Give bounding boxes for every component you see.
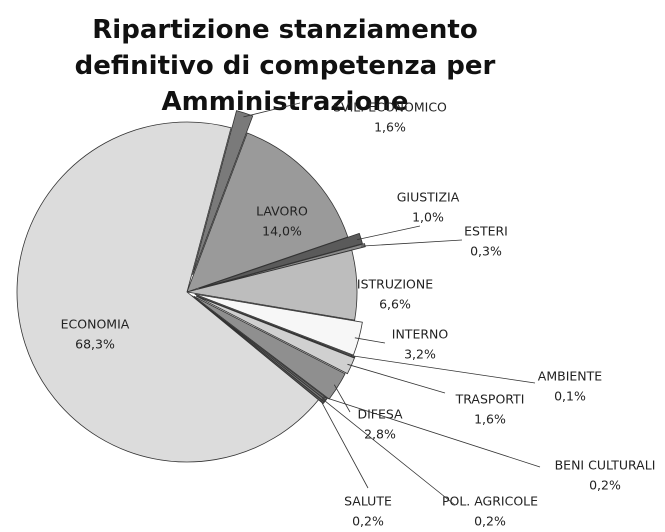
leader-line	[347, 363, 446, 394]
pie-slice	[192, 110, 254, 276]
slice-value-label: 0,2%	[352, 514, 384, 529]
pie-slice	[16, 121, 319, 463]
slice-label: TRASPORTI	[455, 392, 525, 407]
slice-label: POL. AGRICOLE	[442, 494, 538, 509]
leader-line	[323, 396, 541, 468]
chart-title: Ripartizione stanziamento definitivo di …	[74, 15, 496, 117]
slice-label: LAVORO	[256, 204, 308, 219]
pie-slice	[200, 243, 366, 289]
pie-slice	[186, 249, 358, 321]
leader-line	[321, 398, 456, 506]
leader-line	[357, 225, 421, 241]
leader-line	[351, 355, 536, 384]
leader-line	[333, 384, 351, 413]
slice-label: INTERNO	[392, 327, 449, 342]
slice-label: SALUTE	[344, 494, 392, 509]
slice-label: ESTERI	[464, 224, 508, 239]
slice-value-label: 1,6%	[474, 412, 506, 427]
slice-label: ISTRUZIONE	[357, 277, 433, 292]
pie-slice	[186, 132, 349, 293]
slice-value-label: 0,2%	[589, 478, 621, 493]
slice-value-label: 14,0%	[262, 224, 302, 239]
slice-value-label: 2,8%	[364, 427, 396, 442]
slice-value-label: 68,3%	[75, 337, 115, 352]
slice-value-label: 6,6%	[379, 297, 411, 312]
pie-slice	[195, 295, 355, 375]
slice-label: GIUSTIZIA	[397, 190, 460, 205]
slice-value-label: 1,0%	[412, 210, 444, 225]
leader-line	[320, 400, 369, 489]
leader-line	[354, 337, 386, 344]
slice-value-label: 0,2%	[474, 514, 506, 529]
leader-line	[243, 102, 301, 118]
slice-label: ECONOMIA	[61, 317, 130, 332]
slice-label: AMBIENTE	[538, 369, 602, 384]
slice-label: DIFESA	[357, 407, 403, 422]
slice-value-label: 1,6%	[374, 120, 406, 135]
slice-label: BENI CULTURALI	[555, 458, 656, 473]
slice-label: SVIL. ECONOMICO	[333, 100, 447, 115]
leader-line	[361, 239, 463, 247]
slice-value-label: 0,1%	[554, 389, 586, 404]
slice-value-label: 0,3%	[470, 244, 502, 259]
slice-value-label: 3,2%	[404, 347, 436, 362]
